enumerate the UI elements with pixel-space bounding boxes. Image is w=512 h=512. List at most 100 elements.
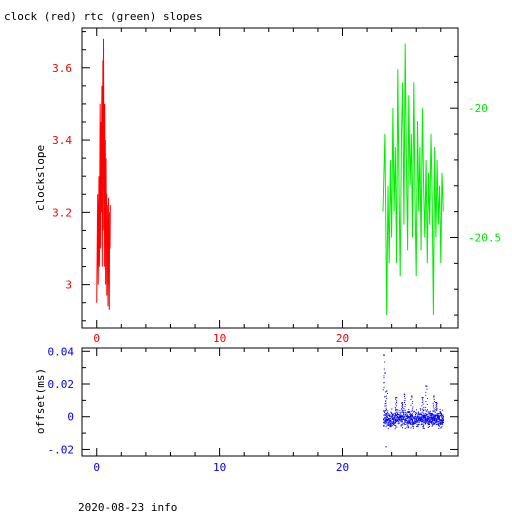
offset-point (384, 361, 386, 363)
x-tick-label: 10 (213, 332, 226, 345)
offset-point (440, 423, 442, 425)
offset-point (406, 415, 408, 417)
y2-tick-label: -20 (468, 102, 488, 115)
offset-point (386, 390, 388, 392)
offset-point (397, 409, 399, 411)
offset-point (442, 417, 444, 419)
offset-point (438, 421, 440, 423)
offset-point (422, 397, 424, 399)
offset-point (409, 414, 411, 416)
offset-point (397, 411, 399, 413)
offset-point (419, 413, 421, 415)
offset-point (391, 413, 393, 414)
offset-point (398, 414, 400, 416)
offset-point (432, 402, 434, 404)
offset-point (416, 424, 418, 425)
offset-point (433, 417, 435, 419)
offset-point (386, 422, 388, 424)
offset-point (435, 423, 437, 425)
offset-point (421, 421, 422, 423)
offset-point (420, 418, 422, 420)
offset-point (435, 420, 437, 422)
offset-point (396, 414, 398, 416)
offset-point (423, 424, 425, 426)
offset-point (410, 399, 412, 401)
offset-point (391, 408, 393, 410)
offset-point (401, 415, 403, 417)
offset-point (409, 419, 411, 421)
offset-point (412, 416, 414, 418)
offset-point (432, 420, 434, 422)
offset-point (402, 410, 404, 412)
offset-point (431, 418, 433, 420)
offset-point (403, 408, 405, 410)
offset-point (424, 413, 426, 415)
offset-point (395, 415, 397, 417)
offset-point (393, 421, 395, 423)
offset-point (430, 420, 432, 422)
y-tick-label: 0 (67, 411, 74, 424)
offset-point (416, 426, 418, 427)
offset-point (401, 406, 403, 408)
offset-point (434, 420, 435, 422)
offset-point (426, 397, 428, 399)
offset-point (439, 420, 440, 422)
offset-point (386, 417, 387, 419)
offset-point (390, 420, 392, 422)
offset-point (423, 421, 425, 423)
offset-point (427, 427, 429, 428)
offset-point (432, 416, 434, 418)
offset-point (433, 411, 435, 413)
offset-point (383, 354, 385, 356)
offset-point (385, 407, 387, 409)
offset-point (413, 422, 415, 424)
offset-point (414, 423, 416, 424)
offset-point (421, 398, 423, 400)
offset-point (396, 417, 398, 419)
offset-point (437, 417, 439, 419)
offset-point (438, 427, 440, 429)
offset-point (412, 406, 414, 408)
offset-point (407, 421, 409, 423)
offset-point (392, 422, 394, 423)
offset-point (392, 417, 394, 419)
offset-point (430, 415, 432, 416)
offset-point (390, 416, 392, 418)
offset-point (409, 416, 411, 418)
offset-point (431, 416, 433, 418)
offset-point (399, 418, 401, 420)
offset-point (404, 415, 406, 417)
offset-point (431, 421, 433, 423)
offset-point (412, 424, 414, 426)
offset-point (434, 401, 436, 402)
offset-point (421, 408, 423, 410)
offset-point (432, 422, 434, 423)
offset-point (421, 420, 423, 422)
offset-point (424, 415, 426, 417)
offset-point (440, 427, 442, 429)
offset-point (422, 419, 424, 421)
offset-point (391, 414, 393, 416)
offset-point (424, 417, 426, 419)
offset-point (409, 411, 411, 413)
offset-point (422, 414, 424, 416)
offset-point (385, 446, 387, 448)
offset-point (433, 415, 435, 417)
offset-point (439, 419, 441, 421)
offset-point (441, 416, 443, 418)
offset-point (396, 420, 398, 422)
offset-point (401, 403, 403, 404)
offset-point (423, 410, 425, 412)
offset-point (385, 400, 387, 402)
offset-point (425, 422, 427, 424)
offset-point (428, 423, 430, 425)
offset-point (395, 419, 397, 421)
offset-point (397, 414, 398, 415)
offset-point (389, 415, 391, 416)
offset-point (427, 418, 429, 420)
offset-point (408, 426, 410, 428)
y-tick-label: 3.4 (52, 134, 72, 147)
offset-point (422, 416, 424, 418)
offset-point (383, 375, 385, 377)
offset-point (390, 423, 392, 425)
